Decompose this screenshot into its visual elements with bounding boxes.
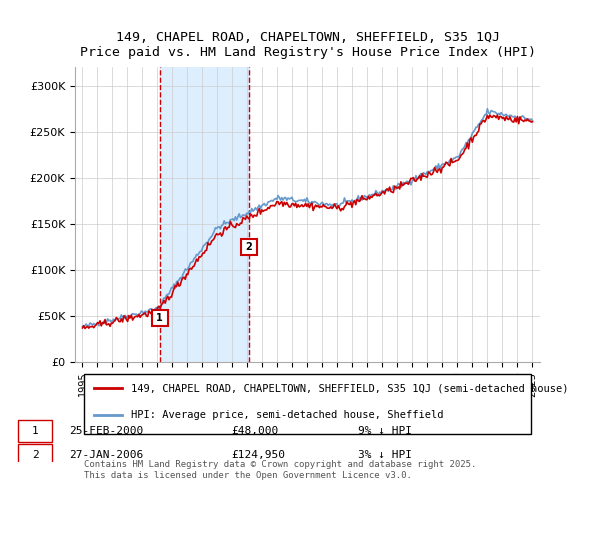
Title: 149, CHAPEL ROAD, CHAPELTOWN, SHEFFIELD, S35 1QJ
Price paid vs. HM Land Registry: 149, CHAPEL ROAD, CHAPELTOWN, SHEFFIELD,… — [79, 31, 536, 59]
Text: 25-FEB-2000: 25-FEB-2000 — [70, 426, 144, 436]
Text: 3% ↓ HPI: 3% ↓ HPI — [358, 450, 412, 460]
Text: Contains HM Land Registry data © Crown copyright and database right 2025.
This d: Contains HM Land Registry data © Crown c… — [84, 460, 476, 480]
Text: £48,000: £48,000 — [231, 426, 278, 436]
Bar — [160, 67, 248, 362]
Text: 27-JAN-2006: 27-JAN-2006 — [70, 450, 144, 460]
Text: 2: 2 — [245, 242, 252, 252]
FancyBboxPatch shape — [18, 445, 52, 466]
Text: £124,950: £124,950 — [231, 450, 285, 460]
Text: 149, CHAPEL ROAD, CHAPELTOWN, SHEFFIELD, S35 1QJ (semi-detached house): 149, CHAPEL ROAD, CHAPELTOWN, SHEFFIELD,… — [131, 383, 568, 393]
FancyBboxPatch shape — [84, 374, 531, 433]
Text: 1: 1 — [157, 313, 163, 323]
Text: HPI: Average price, semi-detached house, Sheffield: HPI: Average price, semi-detached house,… — [131, 410, 443, 420]
Text: 2: 2 — [32, 450, 38, 460]
Text: 1: 1 — [32, 426, 38, 436]
Text: 9% ↓ HPI: 9% ↓ HPI — [358, 426, 412, 436]
FancyBboxPatch shape — [18, 421, 52, 442]
